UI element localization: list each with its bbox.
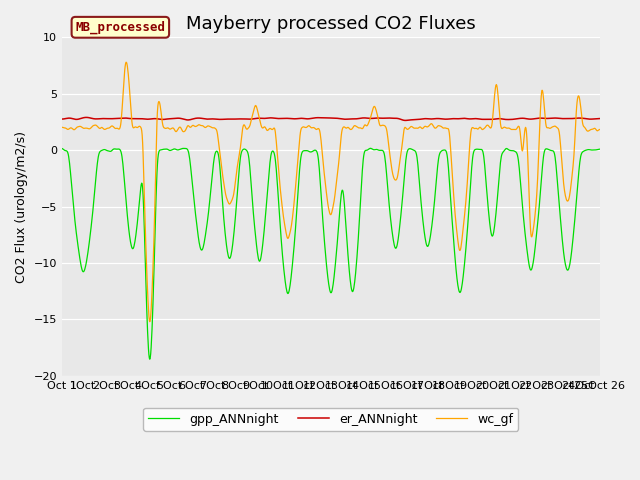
- wc_gf: [58, 124, 66, 130]
- wc_gf: [240, 122, 248, 128]
- gpp_ANNnight: [352, 265, 360, 271]
- gpp_ANNnight: [341, 207, 349, 213]
- gpp_ANNnight: [146, 356, 154, 362]
- wc_gf: [122, 60, 130, 65]
- Y-axis label: CO2 Flux (urology/m2/s): CO2 Flux (urology/m2/s): [15, 131, 28, 283]
- wc_gf: [146, 319, 154, 324]
- er_ANNnight: [58, 116, 66, 122]
- wc_gf: [150, 253, 157, 259]
- gpp_ANNnight: [58, 145, 66, 151]
- Legend: gpp_ANNnight, er_ANNnight, wc_gf: gpp_ANNnight, er_ANNnight, wc_gf: [143, 408, 518, 431]
- er_ANNnight: [401, 118, 409, 123]
- Line: gpp_ANNnight: gpp_ANNnight: [62, 148, 600, 359]
- wc_gf: [292, 180, 300, 185]
- wc_gf: [342, 125, 349, 131]
- er_ANNnight: [352, 116, 360, 122]
- er_ANNnight: [292, 116, 300, 121]
- Line: er_ANNnight: er_ANNnight: [62, 118, 600, 120]
- er_ANNnight: [596, 116, 604, 121]
- Line: wc_gf: wc_gf: [62, 62, 600, 322]
- er_ANNnight: [341, 116, 349, 122]
- wc_gf: [130, 125, 138, 131]
- gpp_ANNnight: [367, 145, 374, 151]
- gpp_ANNnight: [149, 302, 157, 308]
- gpp_ANNnight: [239, 146, 247, 152]
- er_ANNnight: [83, 115, 90, 120]
- er_ANNnight: [149, 116, 157, 121]
- wc_gf: [353, 124, 360, 130]
- er_ANNnight: [239, 116, 247, 122]
- Title: Mayberry processed CO2 Fluxes: Mayberry processed CO2 Fluxes: [186, 15, 476, 33]
- gpp_ANNnight: [292, 226, 300, 231]
- gpp_ANNnight: [596, 146, 604, 152]
- gpp_ANNnight: [129, 245, 137, 251]
- wc_gf: [596, 127, 604, 132]
- Text: MB_processed: MB_processed: [76, 21, 165, 34]
- er_ANNnight: [130, 116, 138, 121]
